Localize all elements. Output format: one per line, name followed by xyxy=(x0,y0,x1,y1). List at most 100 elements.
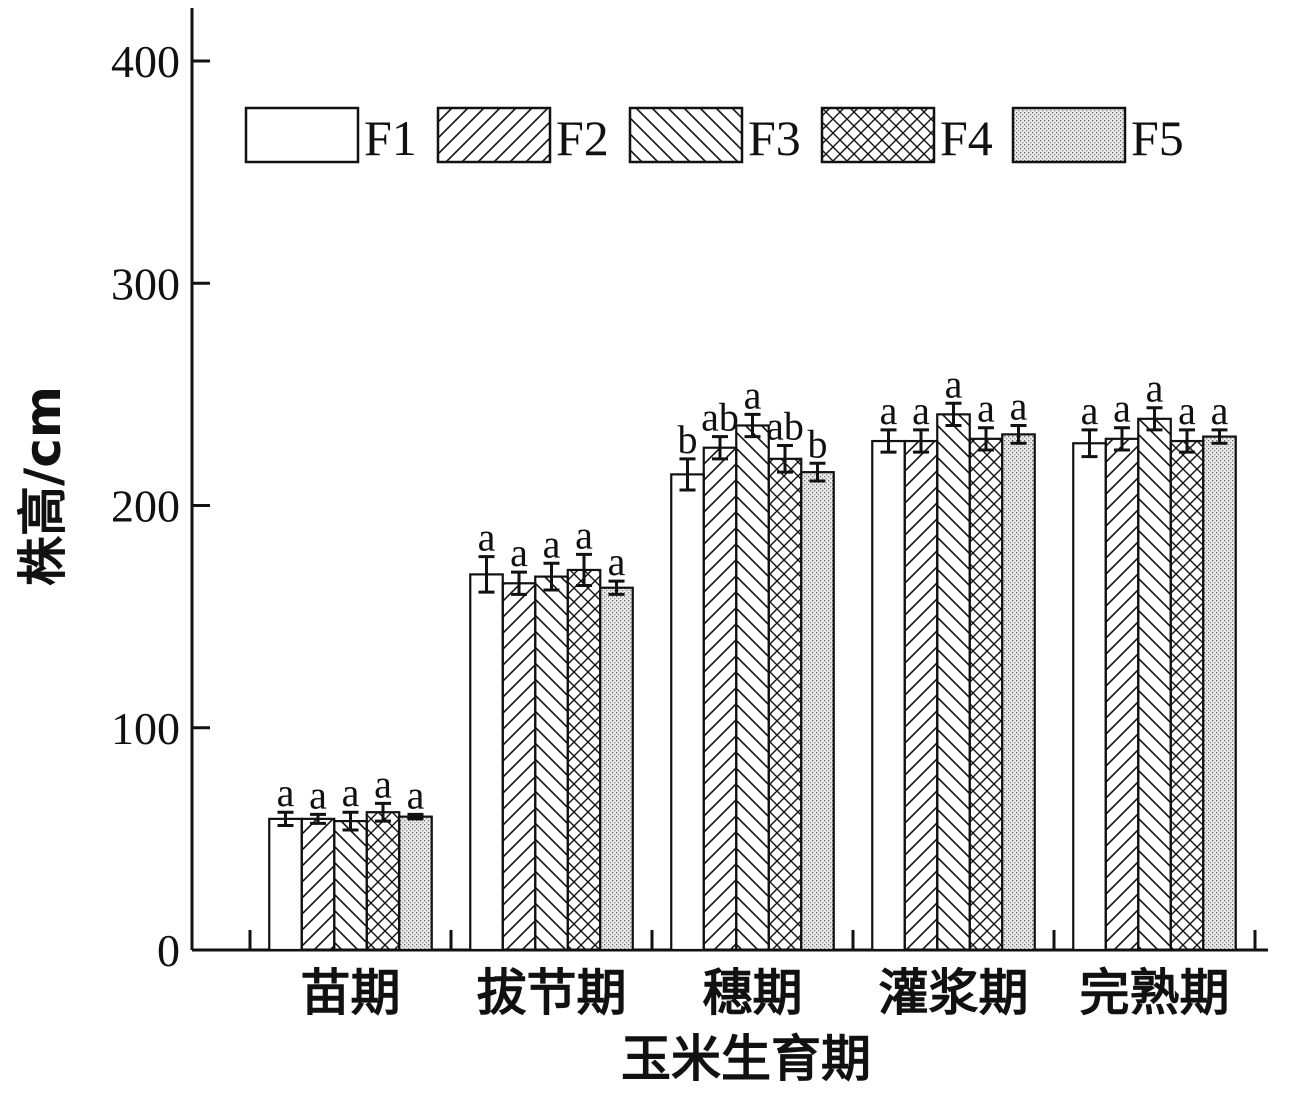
legend-label: F4 xyxy=(940,110,993,166)
significance-label: a xyxy=(309,772,327,817)
bar-f2 xyxy=(300,817,336,952)
bars-layer: a a a a aa a a aab ab aab ba aaa a a a a a a xyxy=(268,361,1237,952)
legend-swatch-f1 xyxy=(244,106,360,164)
legend-swatch-f2 xyxy=(436,106,552,164)
bar-f1 xyxy=(469,573,504,952)
error-bar xyxy=(809,461,826,483)
bar-f2 xyxy=(501,582,537,952)
error-bar xyxy=(608,579,625,596)
error-bar xyxy=(342,810,359,832)
y-tick-label: 400 xyxy=(111,36,180,87)
significance-label: a xyxy=(543,521,561,566)
bar-f4 xyxy=(1169,439,1205,952)
y-tick-label: 200 xyxy=(111,481,180,532)
error-bar xyxy=(744,412,761,439)
bar-f5 xyxy=(800,471,835,952)
error-bar xyxy=(777,443,793,474)
error-bar xyxy=(978,426,994,452)
error-bar xyxy=(679,457,696,492)
x-tick-label: 拔节期 xyxy=(477,964,627,1022)
x-axis-title: 玉米生育期 xyxy=(621,1030,871,1088)
error-bar xyxy=(277,810,294,828)
significance-label: a xyxy=(407,772,425,817)
legend-label: F2 xyxy=(556,110,609,166)
legend-label: F3 xyxy=(748,110,801,166)
bar-f4 xyxy=(566,568,602,952)
y-axis-title: 株高/cm xyxy=(14,386,72,586)
significance-label: a xyxy=(575,512,593,557)
error-bar xyxy=(1081,428,1098,459)
significance-label: a xyxy=(945,361,963,406)
bar-f1 xyxy=(1072,442,1107,952)
error-bar xyxy=(511,570,527,596)
error-bar xyxy=(913,428,929,454)
significance-label: a xyxy=(744,372,762,417)
bar-f5 xyxy=(599,586,634,952)
bar-f1 xyxy=(871,439,906,952)
error-bar xyxy=(478,555,495,594)
bar-f3 xyxy=(333,819,368,952)
bar-f4 xyxy=(968,437,1004,952)
error-bar xyxy=(375,801,391,823)
significance-label: a xyxy=(510,530,528,575)
significance-label: a xyxy=(608,539,626,584)
significance-label: ab xyxy=(701,395,739,440)
significance-label: a xyxy=(1178,388,1196,433)
bar-f1 xyxy=(670,473,705,952)
error-bar xyxy=(407,812,424,821)
significance-label: a xyxy=(478,515,496,560)
significance-label: ab xyxy=(766,403,804,448)
error-bar xyxy=(880,428,897,454)
significance-label: a xyxy=(374,761,392,806)
bar-f5 xyxy=(1202,435,1237,952)
bar-f2 xyxy=(903,439,939,952)
legend-swatch-f4 xyxy=(820,106,936,164)
error-bar xyxy=(576,552,592,588)
bar-f4 xyxy=(365,811,401,952)
x-tick-label: 穗期 xyxy=(703,964,803,1022)
error-bar xyxy=(945,401,962,427)
error-bar xyxy=(1179,428,1195,454)
error-bar xyxy=(1211,428,1228,445)
x-tick-label: 灌浆期 xyxy=(879,964,1029,1022)
legend: F1 F2 F3 F4 F5 xyxy=(244,106,1184,166)
significance-label: a xyxy=(277,770,295,815)
error-bar xyxy=(1010,423,1027,445)
legend-label: F1 xyxy=(364,110,417,166)
significance-label: a xyxy=(1146,366,1164,411)
error-bar xyxy=(1114,426,1130,452)
x-tick-label: 苗期 xyxy=(301,964,401,1022)
significance-label: a xyxy=(342,770,360,815)
significance-label: b xyxy=(678,417,698,462)
legend-swatch-f3 xyxy=(628,106,744,164)
significance-label: a xyxy=(880,388,898,433)
y-tick-label: 100 xyxy=(111,703,180,754)
bar-f2 xyxy=(702,446,738,952)
bar-f5 xyxy=(1001,433,1036,952)
axes: 0 100 200 300 400 苗期 拔节期 穗期 灌浆期 完熟期 xyxy=(111,8,1268,1022)
bar-f1 xyxy=(268,817,303,952)
y-tick-label: 300 xyxy=(111,258,180,309)
significance-label: a xyxy=(1010,383,1028,428)
significance-label: a xyxy=(1081,388,1099,433)
bar-f3 xyxy=(534,575,569,952)
significance-label: b xyxy=(808,421,828,466)
bar-f3 xyxy=(735,424,770,952)
error-bar xyxy=(310,812,326,825)
significance-label: a xyxy=(1211,388,1229,433)
significance-label: a xyxy=(912,388,930,433)
significance-label: a xyxy=(1113,386,1131,431)
error-bar xyxy=(712,435,728,461)
bar-f2 xyxy=(1104,437,1140,952)
bar-f5 xyxy=(398,815,433,952)
error-bar xyxy=(543,561,560,592)
x-tick-label: 完熟期 xyxy=(1080,964,1230,1022)
legend-swatch-f5 xyxy=(1011,106,1127,164)
y-tick-label: 0 xyxy=(157,925,180,976)
bar-f3 xyxy=(1137,417,1172,952)
significance-label: a xyxy=(977,386,995,431)
error-bar xyxy=(1146,406,1163,432)
bar-f3 xyxy=(936,413,971,952)
bar-f4 xyxy=(767,457,803,952)
